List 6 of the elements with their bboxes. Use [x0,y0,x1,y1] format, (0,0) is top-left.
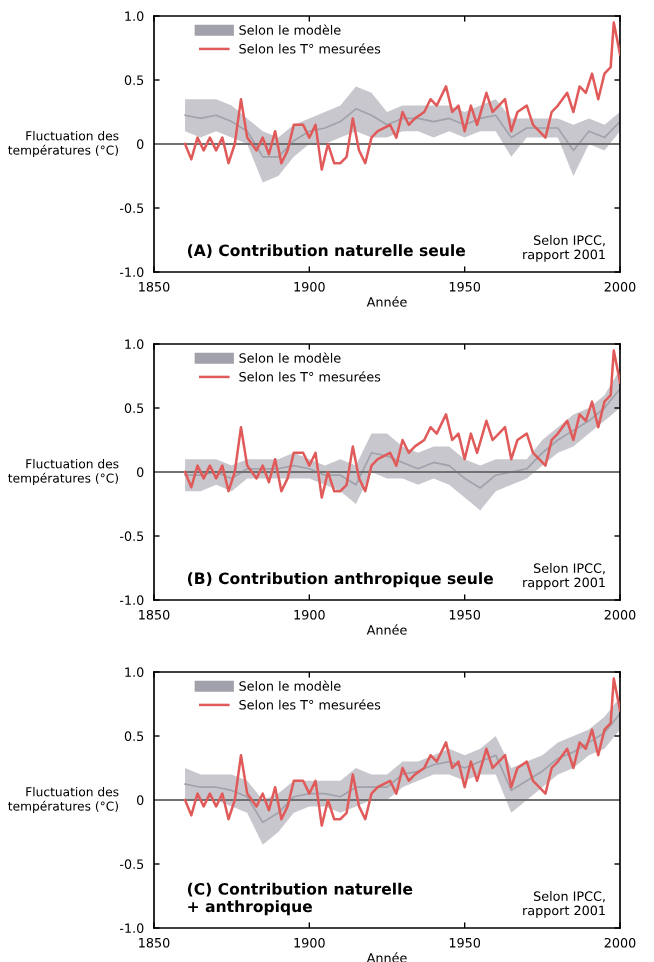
line-series [183,21,620,171]
line-series [183,677,620,827]
line-series [183,349,620,499]
line-series [184,107,620,158]
line-series [184,712,620,824]
line-series [184,387,620,489]
